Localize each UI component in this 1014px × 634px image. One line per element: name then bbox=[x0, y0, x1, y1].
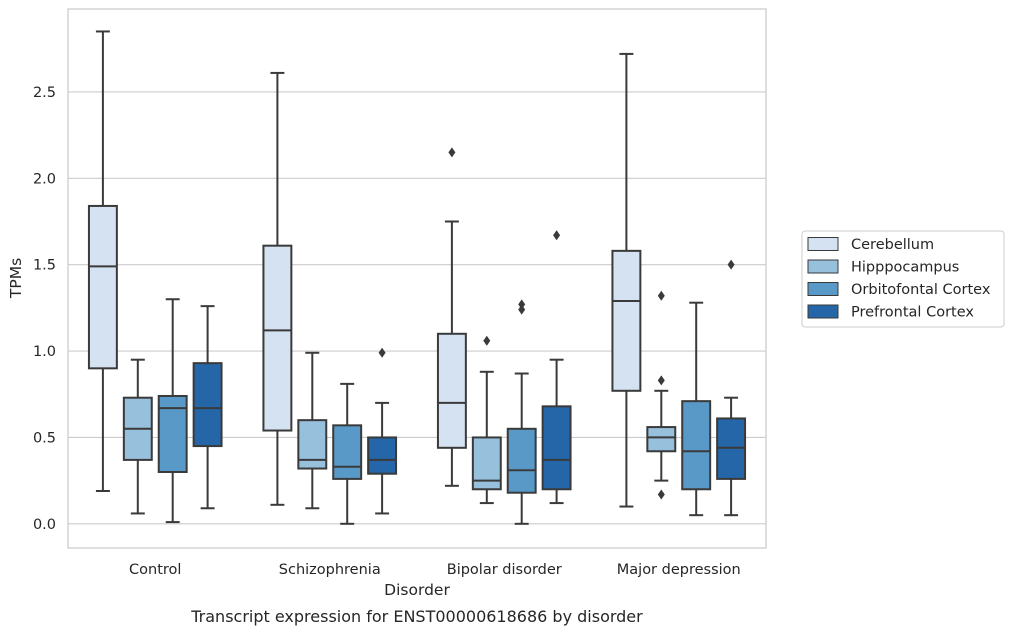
x-tick-label: Bipolar disorder bbox=[447, 562, 562, 578]
legend: Cerebellum Hipppocampus Orbitofontal Corte… bbox=[801, 230, 1005, 328]
x-tick-label: Major depression bbox=[617, 562, 741, 578]
box-group bbox=[192, 305, 223, 510]
outlier-point bbox=[727, 259, 735, 270]
legend-label: Hipppocampus bbox=[851, 260, 959, 276]
box-group bbox=[681, 301, 712, 517]
plot-frame bbox=[67, 8, 767, 549]
y-axis-ticks: 0.0 0.5 1.0 1.5 2.0 2.5 bbox=[33, 85, 56, 533]
box bbox=[262, 244, 293, 432]
box-groups bbox=[87, 30, 747, 525]
outlier-point bbox=[657, 489, 665, 500]
legend-swatch bbox=[807, 259, 839, 274]
box bbox=[332, 424, 363, 480]
box-group bbox=[506, 299, 537, 525]
y-tick-label: 1.0 bbox=[33, 344, 56, 360]
x-axis-ticks: Control Schizophrenia Bipolar disorder Majo… bbox=[129, 562, 741, 578]
box-group bbox=[367, 347, 398, 515]
box bbox=[541, 405, 572, 491]
box-group bbox=[471, 335, 502, 505]
box-group bbox=[646, 290, 677, 500]
box bbox=[367, 436, 398, 475]
outlier-point bbox=[518, 299, 526, 310]
legend-label: Cerebellum bbox=[851, 237, 934, 253]
box bbox=[192, 362, 223, 448]
box-group bbox=[87, 30, 118, 492]
legend-label: Prefrontal Cortex bbox=[851, 305, 974, 321]
box bbox=[506, 427, 537, 494]
x-tick-label: Schizophrenia bbox=[279, 562, 381, 578]
outlier-point bbox=[483, 335, 491, 346]
y-tick-label: 2.5 bbox=[33, 85, 56, 101]
outlier-point bbox=[378, 347, 386, 358]
box bbox=[611, 249, 642, 392]
box-group bbox=[262, 71, 293, 506]
legend-swatch bbox=[807, 282, 839, 296]
box-group bbox=[436, 147, 467, 487]
box bbox=[436, 332, 467, 449]
chart-caption: Transcript expression for ENST0000061868… bbox=[190, 607, 643, 626]
box bbox=[297, 419, 328, 470]
y-tick-label: 0.5 bbox=[33, 430, 56, 446]
y-tick-label: 2.0 bbox=[33, 171, 56, 187]
x-tick-label: Control bbox=[129, 562, 181, 578]
box-group bbox=[716, 259, 747, 517]
y-axis-title: TPMs bbox=[7, 258, 25, 299]
box bbox=[646, 426, 677, 453]
y-tick-label: 0.0 bbox=[33, 517, 56, 533]
outlier-point bbox=[448, 147, 456, 158]
box-group bbox=[157, 298, 188, 524]
box-group bbox=[332, 382, 363, 525]
outlier-point bbox=[553, 230, 561, 241]
y-tick-label: 1.5 bbox=[33, 258, 56, 274]
outlier-point bbox=[518, 304, 526, 315]
outlier-point bbox=[657, 375, 665, 386]
box-group bbox=[611, 52, 642, 508]
box bbox=[87, 204, 118, 370]
legend-swatch bbox=[807, 237, 839, 251]
legend-swatch bbox=[807, 304, 839, 319]
box-group bbox=[541, 230, 572, 505]
legend-label: Orbitofontal Cortex bbox=[851, 282, 991, 298]
box-group bbox=[297, 351, 328, 510]
box bbox=[681, 400, 712, 491]
legend-frame bbox=[801, 230, 1005, 328]
x-axis-title: Disorder bbox=[384, 581, 450, 599]
outlier-point bbox=[657, 290, 665, 301]
box-group bbox=[122, 358, 153, 515]
